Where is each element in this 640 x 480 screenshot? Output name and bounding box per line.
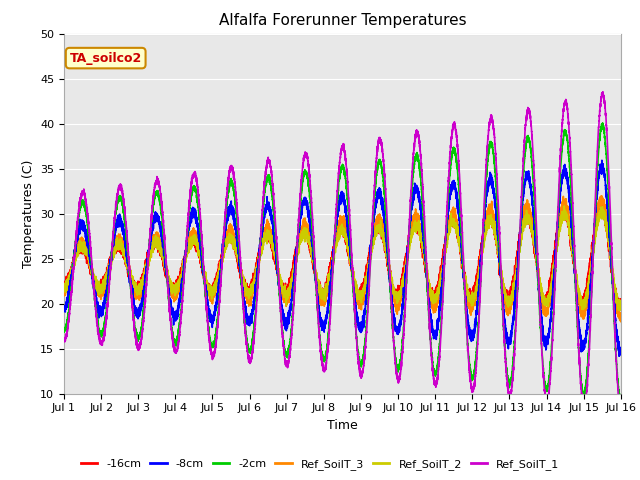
Title: Alfalfa Forerunner Temperatures: Alfalfa Forerunner Temperatures: [219, 13, 466, 28]
X-axis label: Time: Time: [327, 419, 358, 432]
Text: TA_soilco2: TA_soilco2: [70, 51, 142, 65]
Legend: -16cm, -8cm, -2cm, Ref_SoilT_3, Ref_SoilT_2, Ref_SoilT_1: -16cm, -8cm, -2cm, Ref_SoilT_3, Ref_Soil…: [76, 455, 564, 474]
Y-axis label: Temperatures (C): Temperatures (C): [22, 159, 35, 268]
